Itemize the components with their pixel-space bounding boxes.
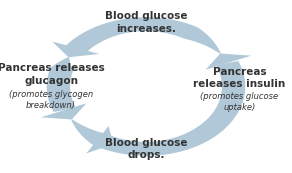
Polygon shape xyxy=(41,103,86,120)
Polygon shape xyxy=(86,126,113,153)
Polygon shape xyxy=(206,53,251,70)
Text: Pancreas releases
glucagon: Pancreas releases glucagon xyxy=(0,63,105,86)
Text: Blood glucose
drops.: Blood glucose drops. xyxy=(105,138,187,160)
Polygon shape xyxy=(71,119,225,156)
Text: Pancreas
releases insulin: Pancreas releases insulin xyxy=(193,67,286,89)
Text: (promotes glucose
uptake): (promotes glucose uptake) xyxy=(200,92,279,112)
Polygon shape xyxy=(52,42,99,57)
Polygon shape xyxy=(47,57,76,112)
Text: (promotes glycogen
breakdown): (promotes glycogen breakdown) xyxy=(9,90,93,110)
Text: Blood glucose
increases.: Blood glucose increases. xyxy=(105,11,187,34)
Polygon shape xyxy=(64,17,221,54)
Polygon shape xyxy=(113,61,245,154)
